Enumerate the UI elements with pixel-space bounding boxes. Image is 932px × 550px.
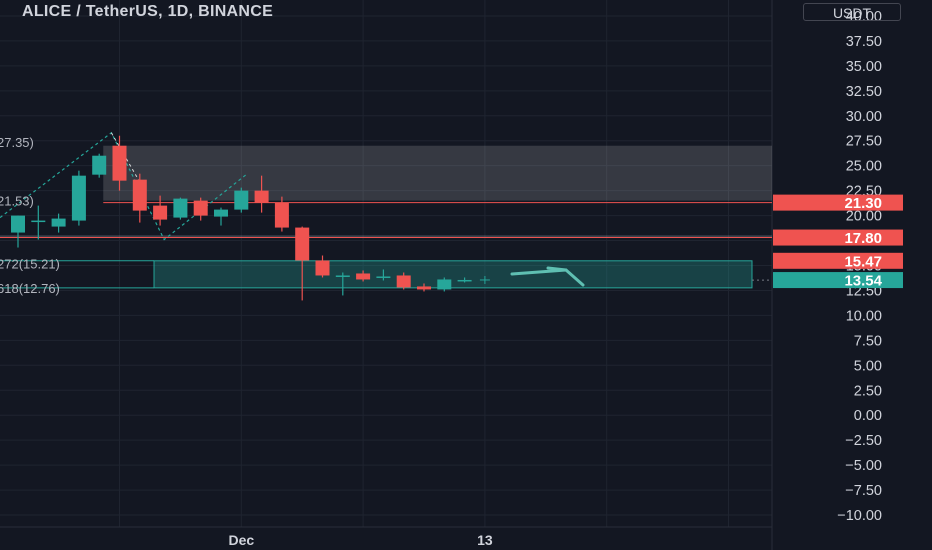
price-level-tag [773, 272, 903, 289]
price-level-label: 13.54 [844, 273, 882, 290]
price-level-tag [773, 229, 903, 246]
y-tick-label: 25.00 [846, 159, 882, 175]
candle-body [92, 155, 107, 175]
y-tick-label: 20.00 [846, 209, 882, 225]
y-tick-label: −7.50 [845, 483, 882, 499]
candle-body [396, 275, 411, 288]
y-tick-label: 7.50 [854, 333, 882, 349]
candle-body [254, 190, 269, 203]
x-tick-label: Dec [228, 532, 254, 548]
target-arrow-head [546, 266, 568, 272]
candle-body [356, 273, 371, 280]
x-tick-label: 13 [477, 532, 493, 548]
price-level-tag [773, 194, 903, 211]
y-tick-label: 5.00 [854, 358, 882, 374]
y-tick-label: −5.00 [845, 458, 882, 474]
candle-body [71, 175, 86, 221]
chart-title: ALICE / TetherUS, 1D, BINANCE [22, 3, 274, 20]
candle-body [173, 198, 188, 218]
candle-body [11, 215, 25, 233]
candle-body [153, 205, 168, 220]
y-tick-label: 37.50 [846, 34, 882, 50]
candle-body [214, 209, 228, 217]
currency-badge[interactable]: USDT [803, 3, 901, 21]
candle-body [51, 218, 66, 227]
price-level-label: 21.30 [844, 195, 882, 212]
target-zone [153, 260, 753, 289]
y-tick-label: −2.50 [845, 433, 882, 449]
supply-zone [103, 145, 772, 201]
candle-body [315, 260, 330, 276]
candle-body [417, 286, 431, 290]
y-tick-label: 10.00 [846, 308, 882, 324]
price-level-label: 17.80 [844, 230, 882, 247]
candle-body [112, 145, 127, 181]
candle-body [376, 276, 391, 278]
y-tick-label: −10.00 [837, 508, 882, 524]
y-tick-label: 2.50 [854, 383, 882, 399]
y-tick-label: 30.00 [846, 109, 882, 125]
candle-body [132, 179, 147, 211]
fib-label: 272(15.21) [0, 256, 60, 271]
candle-body [335, 275, 350, 277]
y-tick-label: 0.00 [854, 408, 882, 424]
fib-label: 618(12.76) [0, 281, 60, 296]
fib-label: 27.35) [0, 135, 34, 150]
y-tick-label: 27.50 [846, 134, 882, 150]
price-level-label: 15.47 [844, 253, 882, 270]
candle-body [193, 200, 208, 216]
candle-body [274, 202, 289, 228]
y-tick-label: 35.00 [846, 59, 882, 75]
candle-body [437, 279, 452, 290]
candle-body [31, 220, 46, 223]
y-tick-label: 32.50 [846, 84, 882, 100]
price-level-tag [773, 252, 903, 269]
candle-body [234, 190, 249, 210]
fib-label: 21.53) [0, 193, 34, 208]
candle-body [295, 227, 310, 261]
candle-body [457, 279, 472, 282]
